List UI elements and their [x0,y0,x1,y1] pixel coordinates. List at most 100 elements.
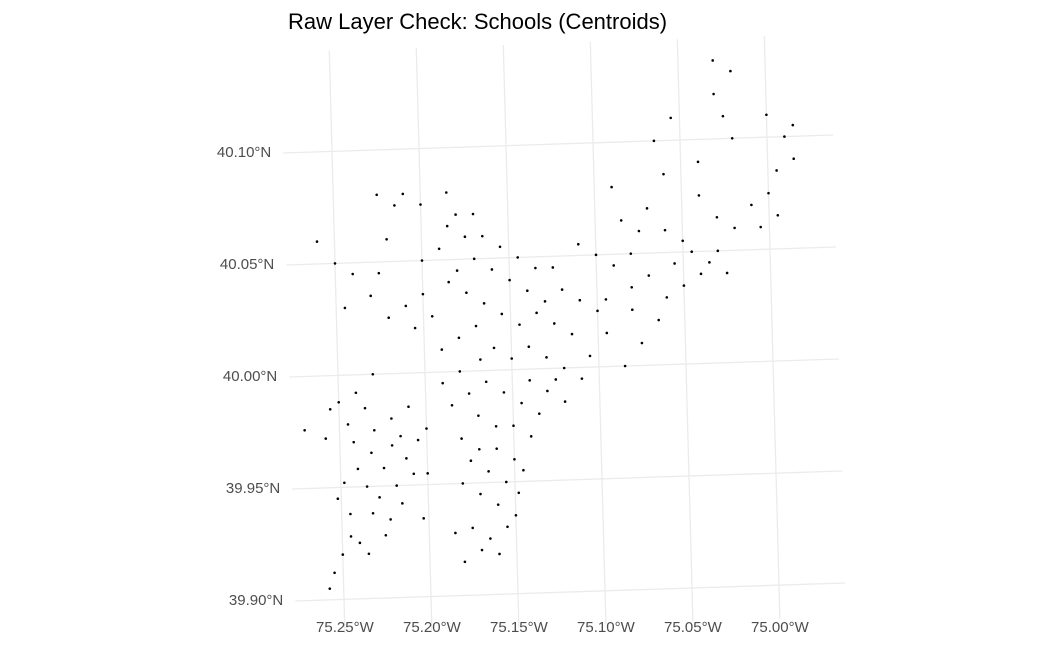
school-point [502,391,506,394]
school-point [505,480,508,484]
school-point [551,266,555,269]
school-point [508,278,511,282]
school-point [708,261,711,264]
school-point [399,434,402,438]
x-tick-label: 75.10°W [577,619,636,636]
school-point [629,252,633,256]
school-point [681,239,684,243]
school-point [352,440,356,444]
school-point [395,484,398,487]
school-point [637,229,641,233]
school-point [484,380,488,384]
chart-title: Raw Layer Check: Schools (Centroids) [288,9,667,34]
grid-line [283,134,834,154]
school-point [463,235,467,239]
school-point [500,312,504,316]
school-point [416,438,420,442]
school-point [604,298,608,301]
school-point [513,458,516,461]
y-tick-label: 39.95°N [226,480,280,497]
school-point [356,467,360,471]
school-point [518,323,521,326]
school-point [669,116,672,120]
school-point [351,272,355,276]
school-point [349,535,353,538]
y-tick-label: 40.00°N [223,368,277,385]
school-point [596,309,599,313]
school-point [425,427,428,430]
school-point [324,437,328,440]
school-point [387,316,391,319]
school-point [578,298,582,302]
school-point [437,247,441,251]
school-point [465,291,468,295]
school-point [699,272,703,276]
school-point [690,250,693,254]
school-point [711,59,714,62]
school-point [382,466,386,470]
school-point [489,537,492,540]
school-point [498,552,501,556]
y-tick-label: 40.10°N [217,144,271,161]
school-point [619,219,623,222]
school-point [791,123,795,127]
school-point [419,203,422,206]
school-point [546,389,549,393]
school-point [461,482,465,485]
school-point [696,160,700,164]
school-point [479,358,482,361]
school-point [420,259,424,262]
school-point [631,308,634,312]
x-tick-label: 75.15°W [490,619,549,636]
school-point [328,587,332,590]
school-point [422,517,425,520]
school-point [776,213,780,217]
school-point [733,226,736,230]
school-point [367,552,371,556]
school-point [378,496,381,499]
grid-line [286,246,837,266]
school-point [522,468,525,472]
school-point [682,284,686,287]
school-point [457,336,461,340]
school-point [498,245,502,249]
grid-line [589,42,607,625]
school-point [775,169,778,172]
school-point [729,69,732,73]
school-point [430,314,434,318]
school-point [725,271,729,275]
school-point [480,548,484,552]
school-point [389,518,392,521]
school-point [554,378,558,381]
school-point [529,435,533,438]
school-point [490,268,494,271]
school-point [580,377,584,380]
school-point [730,136,734,140]
school-point [545,356,548,359]
school-point [716,249,720,253]
school-point [401,502,404,505]
school-point [426,472,430,475]
school-point [384,533,388,537]
school-point [495,447,499,450]
school-point [390,417,393,420]
school-point [377,271,381,275]
school-point [371,511,375,515]
school-point [369,294,373,298]
grid-line [502,44,520,628]
school-point [482,302,486,305]
school-point [560,288,564,291]
school-point [610,185,613,189]
school-point [454,213,457,216]
x-tick-label: 75.00°W [751,619,810,636]
school-point [481,234,484,238]
school-point [421,292,425,296]
school-point [652,139,656,143]
x-tick-label: 75.20°W [403,619,462,636]
school-point [363,406,367,410]
school-point [349,512,352,516]
school-point [712,92,715,96]
school-point [516,256,519,259]
school-point [440,348,444,351]
